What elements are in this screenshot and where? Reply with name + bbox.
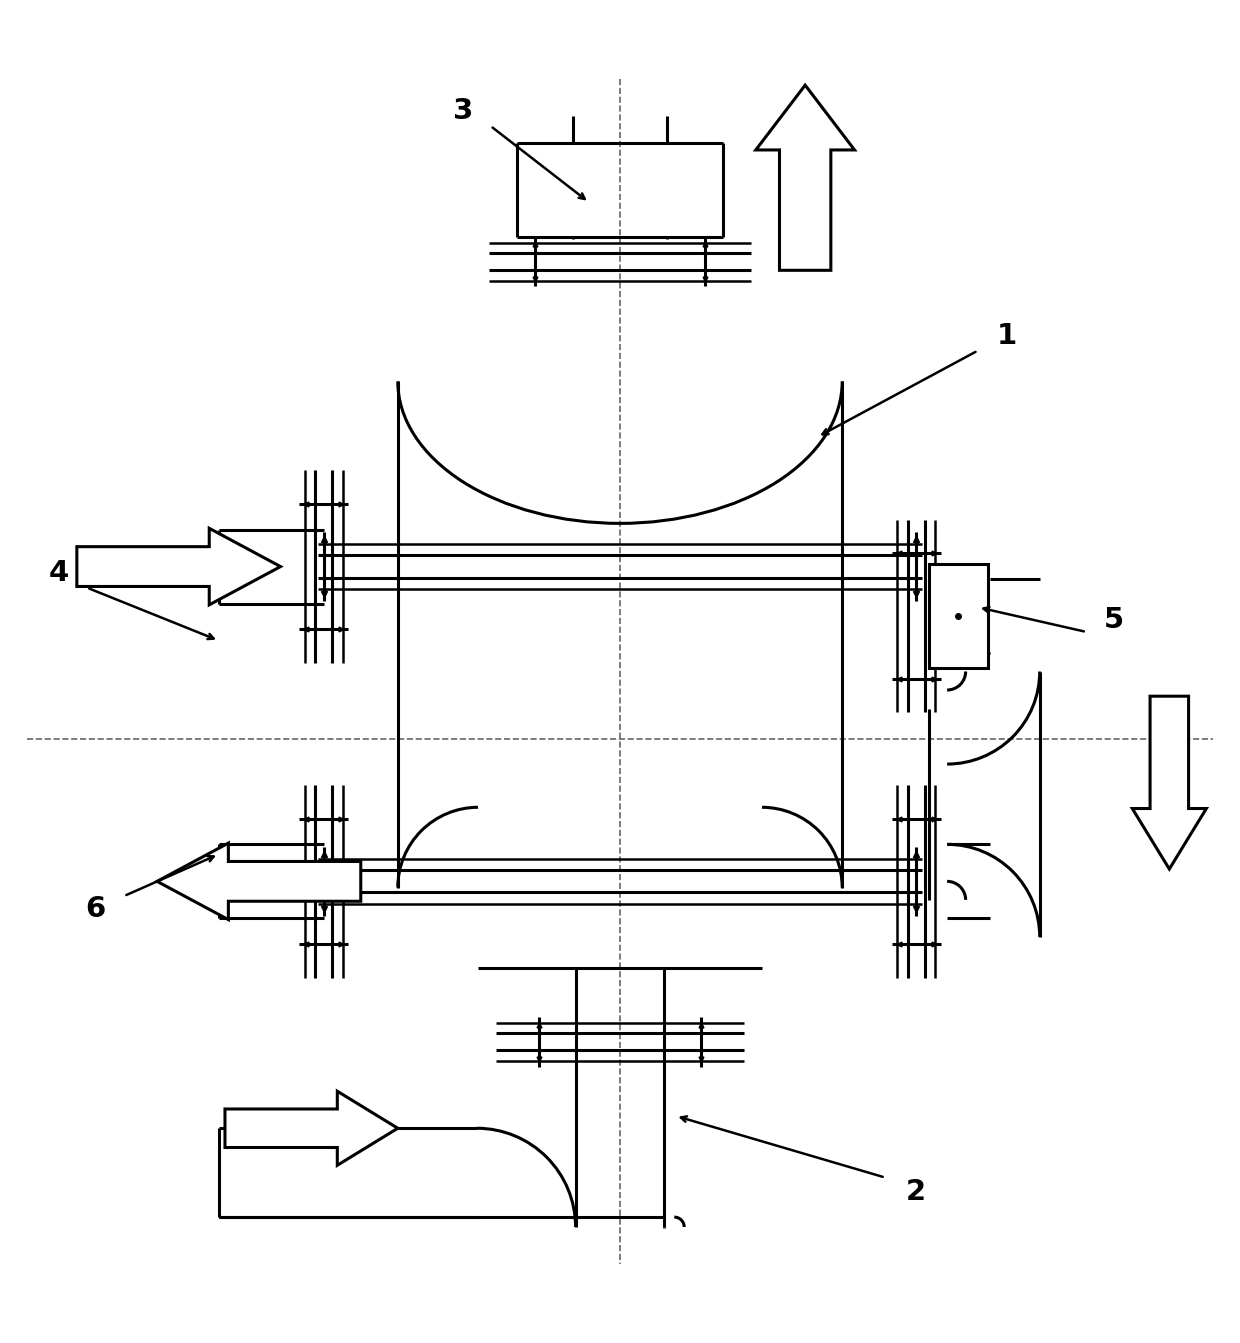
Polygon shape: [157, 843, 361, 920]
Text: 1: 1: [996, 322, 1017, 349]
Text: 4: 4: [48, 559, 68, 587]
Text: 5: 5: [1104, 606, 1123, 634]
Text: 6: 6: [86, 894, 105, 923]
Polygon shape: [224, 1092, 398, 1166]
Polygon shape: [1132, 696, 1207, 869]
Polygon shape: [77, 528, 280, 604]
Polygon shape: [756, 85, 854, 270]
Text: 2: 2: [906, 1178, 926, 1206]
Bar: [929, 564, 988, 667]
Text: 3: 3: [453, 97, 474, 125]
